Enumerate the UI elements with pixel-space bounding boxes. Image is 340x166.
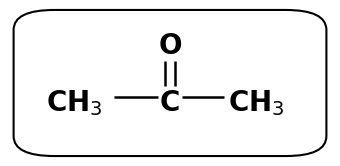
- Text: CH$_3$: CH$_3$: [47, 88, 103, 118]
- Text: C: C: [160, 89, 180, 117]
- Text: O: O: [158, 33, 182, 60]
- Text: CH$_3$: CH$_3$: [228, 88, 285, 118]
- FancyBboxPatch shape: [14, 10, 326, 156]
